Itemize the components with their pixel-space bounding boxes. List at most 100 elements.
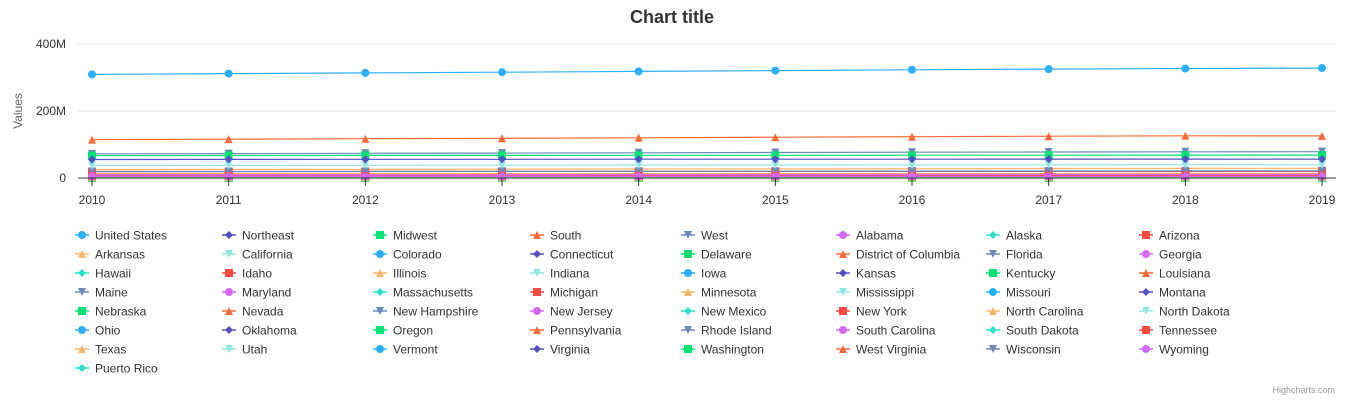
legend-item-maine[interactable]: Maine: [75, 286, 128, 300]
legend-item-puerto-rico[interactable]: Puerto Rico: [75, 362, 158, 376]
legend-item-connecticut[interactable]: Connecticut: [530, 248, 614, 262]
data-point[interactable]: [634, 133, 643, 142]
legend-item-oklahoma[interactable]: Oklahoma: [222, 324, 297, 338]
series-line[interactable]: [91, 154, 1322, 157]
data-point[interactable]: [771, 66, 780, 75]
data-point[interactable]: [88, 161, 96, 170]
data-point[interactable]: [1318, 64, 1326, 73]
legend-label[interactable]: Tennessee: [1159, 324, 1217, 338]
legend-marker[interactable]: [1142, 307, 1150, 315]
data-point[interactable]: [1181, 160, 1190, 169]
data-point[interactable]: [908, 155, 916, 164]
legend-item-rhode-island[interactable]: Rhode Island: [681, 324, 772, 338]
legend-item-new-mexico[interactable]: New Mexico: [681, 305, 767, 319]
data-point[interactable]: [1318, 160, 1326, 169]
data-point[interactable]: [908, 160, 916, 169]
legend-label[interactable]: California: [242, 248, 293, 262]
legend-marker[interactable]: [1142, 288, 1150, 296]
legend-item-new-jersey[interactable]: New Jersey: [530, 305, 613, 319]
data-point[interactable]: [771, 167, 780, 176]
data-point[interactable]: [1044, 155, 1053, 164]
legend-item-minnesota[interactable]: Minnesota: [681, 286, 757, 300]
legend-label[interactable]: North Dakota: [1159, 305, 1230, 319]
legend-marker[interactable]: [533, 345, 541, 353]
legend-label[interactable]: New Hampshire: [393, 305, 479, 319]
legend-marker[interactable]: [839, 231, 847, 239]
legend-item-nebraska[interactable]: Nebraska: [75, 305, 147, 319]
legend-label[interactable]: Rhode Island: [701, 324, 772, 338]
legend-marker[interactable]: [376, 326, 384, 334]
legend-marker[interactable]: [1142, 345, 1150, 353]
legend-label[interactable]: Ohio: [95, 324, 121, 338]
series-line[interactable]: [91, 135, 1323, 141]
legend-label[interactable]: North Carolina: [1006, 305, 1084, 319]
legend-item-south-carolina[interactable]: South Carolina: [836, 324, 936, 338]
legend-item-pennsylvania[interactable]: Pennsylvania: [530, 324, 622, 338]
series-california[interactable]: [88, 160, 1326, 170]
data-point[interactable]: [361, 134, 370, 143]
legend-label[interactable]: Hawaii: [95, 267, 131, 281]
legend-label[interactable]: Idaho: [242, 267, 272, 281]
legend-marker[interactable]: [684, 326, 692, 334]
series-line[interactable]: [91, 67, 1323, 75]
legend-label[interactable]: Kansas: [856, 267, 896, 281]
legend-item-wyoming[interactable]: Wyoming: [1139, 343, 1209, 357]
data-point[interactable]: [1044, 132, 1053, 141]
legend-item-missouri[interactable]: Missouri: [986, 286, 1051, 300]
legend-item-illinois[interactable]: Illinois: [373, 267, 426, 281]
legend-marker[interactable]: [684, 345, 692, 353]
legend-item-oregon[interactable]: Oregon: [373, 324, 433, 338]
legend-marker[interactable]: [225, 288, 233, 296]
legend-item-wisconsin[interactable]: Wisconsin: [986, 343, 1061, 357]
legend-item-montana[interactable]: Montana: [1139, 286, 1206, 300]
legend-item-colorado[interactable]: Colorado: [373, 248, 442, 262]
legend-marker[interactable]: [1142, 269, 1150, 277]
legend-marker[interactable]: [78, 250, 86, 258]
legend-label[interactable]: Massachusetts: [393, 286, 473, 300]
data-point[interactable]: [361, 167, 370, 176]
legend-label[interactable]: Missouri: [1006, 286, 1051, 300]
legend-item-michigan[interactable]: Michigan: [530, 286, 598, 300]
data-point[interactable]: [224, 155, 233, 164]
legend-marker[interactable]: [1142, 250, 1150, 258]
legend-label[interactable]: United States: [95, 229, 167, 243]
data-point[interactable]: [224, 135, 233, 144]
legend-marker[interactable]: [225, 231, 233, 239]
data-point[interactable]: [1181, 131, 1190, 140]
legend-marker[interactable]: [225, 326, 233, 334]
legend-label[interactable]: Wyoming: [1159, 343, 1209, 357]
series-line[interactable]: [91, 167, 1323, 171]
legend-item-west-virginia[interactable]: West Virginia: [836, 343, 927, 357]
legend-marker[interactable]: [533, 326, 541, 334]
legend-marker[interactable]: [78, 364, 86, 372]
legend-marker[interactable]: [839, 307, 847, 315]
series-line[interactable]: [91, 151, 1323, 155]
legend-item-indiana[interactable]: Indiana: [530, 267, 590, 281]
legend-item-virginia[interactable]: Virginia: [530, 343, 590, 357]
legend-item-arizona[interactable]: Arizona: [1139, 229, 1200, 243]
legend-marker[interactable]: [376, 250, 384, 258]
legend-label[interactable]: Florida: [1006, 248, 1043, 262]
legend-marker[interactable]: [684, 269, 692, 277]
data-point[interactable]: [498, 167, 506, 176]
data-point[interactable]: [771, 155, 780, 164]
data-point[interactable]: [498, 155, 506, 164]
legend-item-hawaii[interactable]: Hawaii: [75, 267, 131, 281]
legend-marker[interactable]: [989, 345, 997, 353]
data-point[interactable]: [771, 133, 780, 142]
legend-item-florida[interactable]: Florida: [986, 248, 1043, 262]
legend-label[interactable]: New York: [856, 305, 908, 319]
legend-item-south[interactable]: South: [530, 229, 581, 243]
legend-item-massachusetts[interactable]: Massachusetts: [373, 286, 473, 300]
legend-label[interactable]: Midwest: [393, 229, 438, 243]
data-point[interactable]: [634, 161, 643, 170]
legend-marker[interactable]: [78, 307, 86, 315]
legend-label[interactable]: Puerto Rico: [95, 362, 158, 376]
legend-label[interactable]: Pennsylvania: [550, 324, 622, 338]
legend-item-north-carolina[interactable]: North Carolina: [986, 305, 1084, 319]
legend-label[interactable]: Montana: [1159, 286, 1206, 300]
legend-label[interactable]: New Mexico: [701, 305, 767, 319]
legend-item-northeast[interactable]: Northeast: [222, 229, 295, 243]
legend-label[interactable]: Minnesota: [701, 286, 757, 300]
legend-marker[interactable]: [533, 269, 541, 277]
